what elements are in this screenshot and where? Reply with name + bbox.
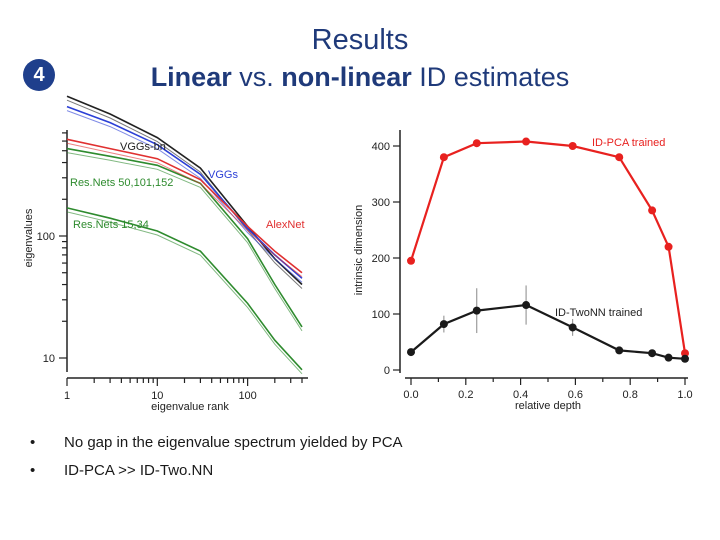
eig-series-label: AlexNet [266,219,305,231]
left-x-tick-label: 10 [151,390,163,402]
right-x-tick-label: 1.0 [677,389,692,401]
id-data-point [439,153,448,162]
left-y-axis-label: eigenvalues [23,208,35,267]
eig-series-line [66,95,303,286]
id-data-point [664,242,673,251]
id-data-point [472,139,481,148]
right-x-axis-label: relative depth [515,400,581,412]
eig-series-line [66,99,303,289]
eig-series-line [66,207,303,371]
right-x-tick-label: 0.4 [513,389,528,401]
id-series-label: ID-TwoNN trained [555,307,642,319]
bullet-list: • No gap in the eigenvalue spectrum yield… [30,432,403,488]
eig-series-line [66,110,303,283]
subtitle-linear: Linear [150,62,232,92]
id-data-point [472,306,481,315]
slide-title: Results [311,24,409,56]
id-data-point [568,323,577,332]
right-y-tick-label: 0 [384,365,390,377]
bullet-dot: • [30,462,36,479]
eig-series-line [66,142,303,278]
right-x-tick-label: 0.2 [458,389,473,401]
id-data-point [648,349,657,358]
id-data-point [522,137,531,146]
subtitle-vs: vs. [231,62,282,92]
subtitle-tail: ID estimates [411,62,570,92]
right-y-tick-label: 300 [372,197,390,209]
bullet-item: • No gap in the eigenvalue spectrum yield… [30,432,403,460]
id-data-point [615,346,624,355]
id-series-label: ID-PCA trained [592,137,665,149]
eig-series-label: VGGs-bn [120,141,166,153]
left-y-tick-label: 100 [37,231,55,243]
left-x-axis-label: eigenvalue rank [151,401,229,413]
id-data-point [648,206,657,215]
section-number-badge: 4 [23,59,55,91]
eig-series-label: Res.Nets 50,101,152 [70,177,173,189]
right-y-axis-label: intrinsic dimension [353,205,365,295]
eig-series-line [66,138,303,274]
id-data-point [407,256,415,265]
id-data-point [568,142,577,150]
bullet-dot: • [30,434,36,451]
right-y-tick-label: 400 [372,141,390,153]
bullet-item: • ID-PCA >> ID-Two.NN [30,460,403,488]
id-data-point [681,349,689,358]
right-y-tick-label: 100 [372,309,390,321]
id-data-point [522,301,531,310]
eig-series-label: Res.Nets 15,34 [73,219,149,231]
id-data-point [439,320,448,329]
right-y-tick-label: 200 [372,253,390,265]
eig-series-line [66,152,303,332]
subtitle-nonlinear: non-linear [281,62,412,92]
id-data-point [407,348,415,357]
id-data-point [664,353,673,362]
id-data-point [681,354,689,363]
bullet-text: ID-PCA >> ID-Two.NN [64,462,214,479]
eig-series-label: VGGs [208,169,238,181]
right-x-tick-label: 0.8 [623,389,638,401]
id-series-line [410,303,686,360]
eig-series-line [66,211,303,375]
id-data-point [615,153,624,162]
left-x-tick-label: 100 [238,390,256,402]
left-y-tick-label: 10 [43,353,55,365]
right-x-tick-label: 0.6 [568,389,583,401]
right-x-tick-label: 0.0 [403,389,418,401]
bullet-text: No gap in the eigenvalue spectrum yielde… [64,434,403,451]
slide-subtitle: Linear vs. non-linear ID estimates [0,62,720,93]
left-x-tick-label: 1 [64,390,70,402]
